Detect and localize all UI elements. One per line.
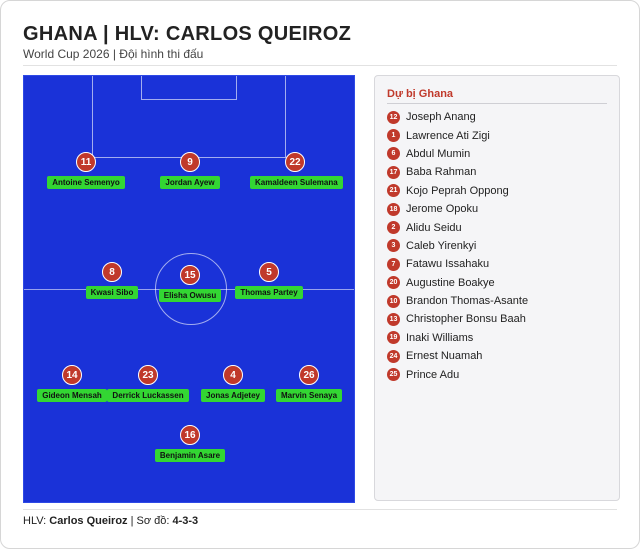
player-name: Kamaldeen Sulemana [250, 176, 343, 189]
bench-player-number: 20 [387, 276, 400, 290]
bench-player-name: Jerome Opoku [406, 203, 479, 216]
player-elisha-owusu[interactable]: 15 Elisha Owusu [145, 265, 235, 303]
bench-player-number: 10 [387, 294, 400, 308]
bench-player-name: Prince Adu [406, 368, 460, 381]
player-number: 9 [180, 152, 200, 172]
bench-player[interactable]: 13 Christopher Bonsu Baah [387, 310, 528, 328]
bench-player-name: Abdul Mumin [406, 147, 471, 160]
bench-player-number: 21 [387, 184, 400, 198]
player-name: Derrick Luckassen [107, 389, 189, 402]
formation-value: 4-3-3 [172, 515, 199, 527]
header-divider [23, 65, 617, 66]
bench-player-number: 6 [387, 147, 400, 161]
bench-player-number: 1 [387, 129, 400, 143]
bench-player[interactable]: 3 Caleb Yirenkyi [387, 237, 528, 255]
bench-player[interactable]: 20 Augustine Boakye [387, 274, 528, 292]
player-name: Antoine Semenyo [47, 176, 125, 189]
coach-name: Carlos Queiroz [49, 515, 128, 527]
player-number: 26 [299, 365, 319, 385]
player-name: Jordan Ayew [160, 176, 220, 189]
bench-player[interactable]: 21 Kojo Peprah Oppong [387, 182, 528, 200]
player-name: Jonas Adjetey [201, 389, 265, 402]
bench-panel: Dự bị Ghana 12 Joseph Anang 1 Lawrence Ati… [374, 75, 620, 501]
bench-player-name: Brandon Thomas-Asante [406, 295, 529, 308]
player-number: 8 [102, 262, 122, 282]
bench-player-name: Christopher Bonsu Baah [406, 313, 526, 326]
bench-player-number: 17 [387, 165, 400, 179]
player-name: Thomas Partey [235, 286, 303, 299]
bench-player-name: Caleb Yirenkyi [406, 239, 477, 252]
player-marvin-senaya[interactable]: 26 Marvin Senaya [264, 365, 354, 403]
footer: HLV: Carlos Queiroz | Sơ đồ: 4-3-3 [23, 515, 198, 527]
bench-player[interactable]: 6 Abdul Mumin [387, 145, 528, 163]
bench-player-number: 18 [387, 202, 400, 216]
formation-label: Sơ đồ: [136, 515, 170, 527]
bench-player-name: Joseph Anang [406, 111, 476, 124]
bench-player[interactable]: 19 Inaki Williams [387, 329, 528, 347]
center-circle [155, 253, 227, 325]
player-number: 11 [76, 152, 96, 172]
player-name: Gideon Mensah [37, 389, 107, 402]
player-name: Elisha Owusu [158, 289, 222, 302]
bench-player-name: Ernest Nuamah [406, 350, 483, 363]
bench-player-number: 24 [387, 349, 400, 363]
player-derrick-luckassen[interactable]: 23 Derrick Luckassen [103, 365, 193, 403]
bench-player-name: Lawrence Ati Zigi [406, 129, 490, 142]
player-number: 22 [285, 152, 305, 172]
player-antoine-semenyo[interactable]: 11 Antoine Semenyo [41, 152, 131, 190]
goal-box [141, 76, 237, 100]
bench-player[interactable]: 12 Joseph Anang [387, 108, 528, 126]
player-jonas-adjetey[interactable]: 4 Jonas Adjetey [188, 365, 278, 403]
page-title: GHANA | HLV: CARLOS QUEIROZ [23, 23, 352, 45]
player-thomas-partey[interactable]: 5 Thomas Partey [224, 262, 314, 300]
player-kwasi-sibo[interactable]: 8 Kwasi Sibo [67, 262, 157, 300]
player-name: Marvin Senaya [275, 389, 343, 402]
bench-player[interactable]: 1 Lawrence Ati Zigi [387, 126, 528, 144]
bench-player-name: Alidu Seidu [406, 221, 462, 234]
bench-player-number: 3 [387, 239, 400, 253]
bench-player-name: Inaki Williams [406, 331, 474, 344]
player-name: Benjamin Asare [154, 449, 226, 462]
bench-player[interactable]: 17 Baba Rahman [387, 163, 528, 181]
footer-separator: | [130, 515, 134, 527]
bench-list: 12 Joseph Anang 1 Lawrence Ati Zigi 6 Abdul… [387, 108, 528, 384]
coach-label: HLV: [23, 515, 47, 527]
bench-player-number: 13 [387, 312, 400, 326]
player-kamaldeen-sulemana[interactable]: 22 Kamaldeen Sulemana [250, 152, 343, 190]
pitch: 11 Antoine Semenyo 9 Jordan Ayew 22 Kama… [23, 75, 355, 503]
bench-player-number: 19 [387, 331, 400, 345]
player-jordan-ayew[interactable]: 9 Jordan Ayew [145, 152, 235, 190]
bench-player-number: 2 [387, 221, 400, 235]
bench-player[interactable]: 2 Alidu Seidu [387, 218, 528, 236]
player-benjamin-asare[interactable]: 16 Benjamin Asare [145, 425, 235, 463]
bench-player-number: 25 [387, 368, 400, 382]
bench-player-number: 12 [387, 110, 400, 124]
footer-divider [23, 509, 617, 510]
bench-player[interactable]: 24 Ernest Nuamah [387, 347, 528, 365]
player-number: 23 [138, 365, 158, 385]
bench-player[interactable]: 10 Brandon Thomas-Asante [387, 292, 528, 310]
page-subtitle: World Cup 2026 | Đội hình thi đấu [23, 47, 204, 61]
bench-player[interactable]: 25 Prince Adu [387, 365, 528, 383]
player-name: Kwasi Sibo [85, 286, 139, 299]
bench-title: Dự bị Ghana [387, 88, 607, 104]
bench-player-name: Baba Rahman [406, 166, 477, 179]
bench-player[interactable]: 18 Jerome Opoku [387, 200, 528, 218]
bench-player-name: Augustine Boakye [406, 276, 495, 289]
player-number: 16 [180, 425, 200, 445]
player-number: 5 [259, 262, 279, 282]
bench-player-number: 7 [387, 257, 400, 271]
bench-player-name: Fatawu Issahaku [406, 258, 490, 271]
player-number: 4 [223, 365, 243, 385]
bench-player[interactable]: 7 Fatawu Issahaku [387, 255, 528, 273]
player-gideon-mensah[interactable]: 14 Gideon Mensah [27, 365, 117, 403]
player-number: 14 [62, 365, 82, 385]
bench-player-name: Kojo Peprah Oppong [406, 184, 509, 197]
player-number: 15 [180, 265, 200, 285]
